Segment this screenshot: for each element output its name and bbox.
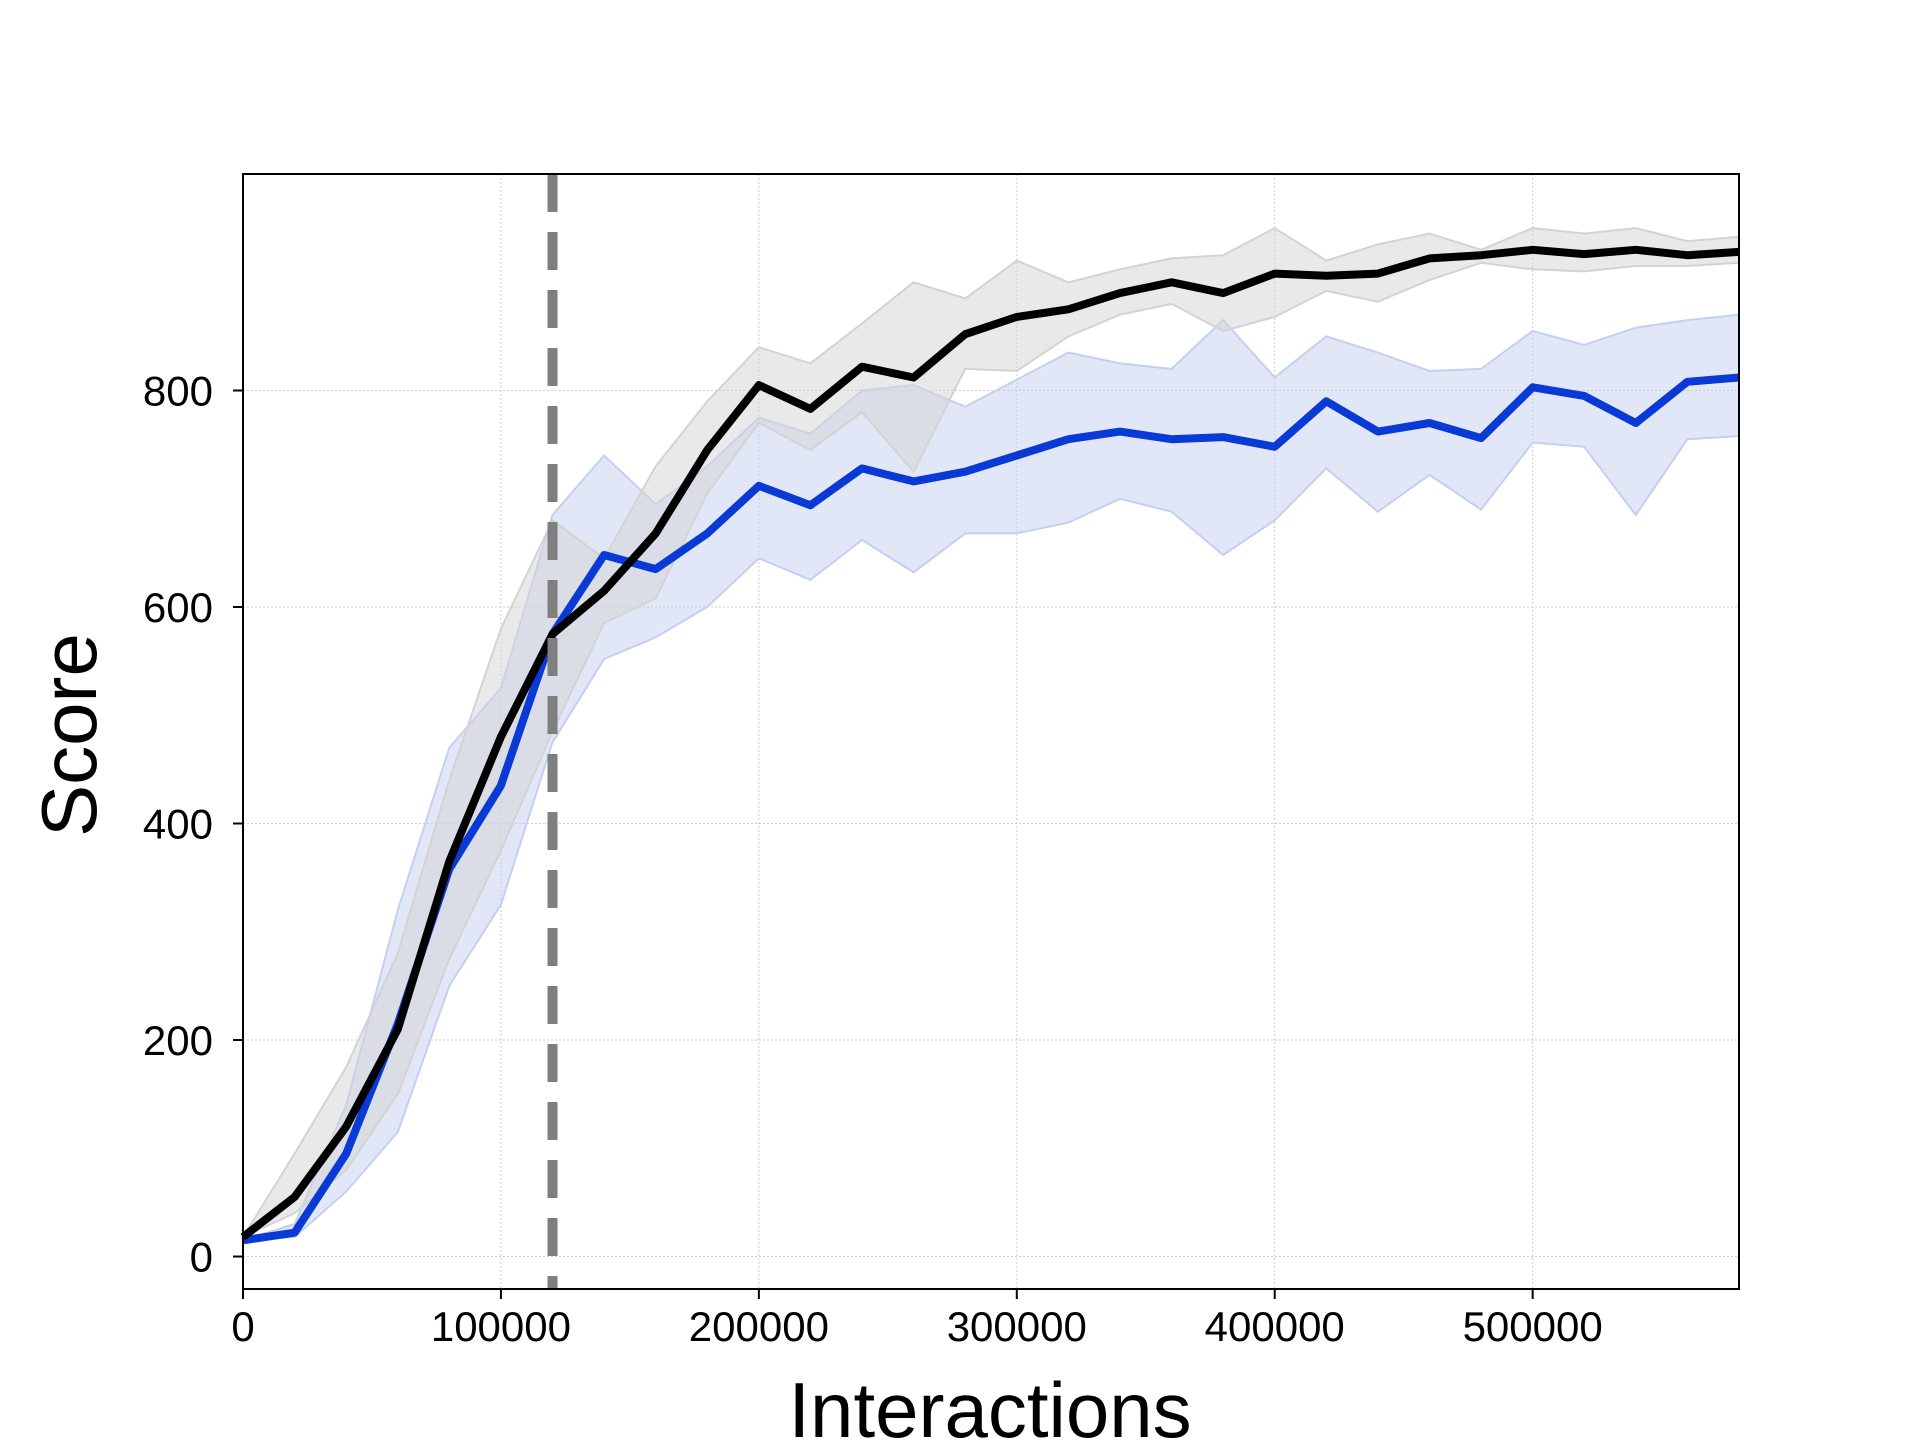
plot-frame <box>242 173 1740 1290</box>
x-tick-label: 200000 <box>689 1303 829 1350</box>
y-tick-label: 400 <box>143 801 213 848</box>
y-tick-label: 600 <box>143 584 213 631</box>
x-tick-label: 400000 <box>1205 1303 1345 1350</box>
series-line-1 <box>240 245 1740 1241</box>
series-lines <box>240 245 1740 1245</box>
y-axis-ticks: 0 200 400 600 800 <box>143 368 243 1281</box>
x-tick-label: 300000 <box>947 1303 1087 1350</box>
x-tick-label: 0 <box>231 1303 254 1350</box>
y-axis-label: Score <box>25 633 113 837</box>
x-tick-label: 100000 <box>431 1303 571 1350</box>
y-tick-label: 200 <box>143 1017 213 1064</box>
x-axis-label: Interactions <box>788 1366 1191 1440</box>
y-tick-label: 800 <box>143 368 213 415</box>
series-line-0 <box>242 373 1740 1245</box>
x-tick-label: 500000 <box>1463 1303 1603 1350</box>
y-tick-label: 0 <box>190 1234 213 1281</box>
x-axis-ticks: 0 100000 200000 300000 400000 500000 <box>231 1289 1603 1350</box>
